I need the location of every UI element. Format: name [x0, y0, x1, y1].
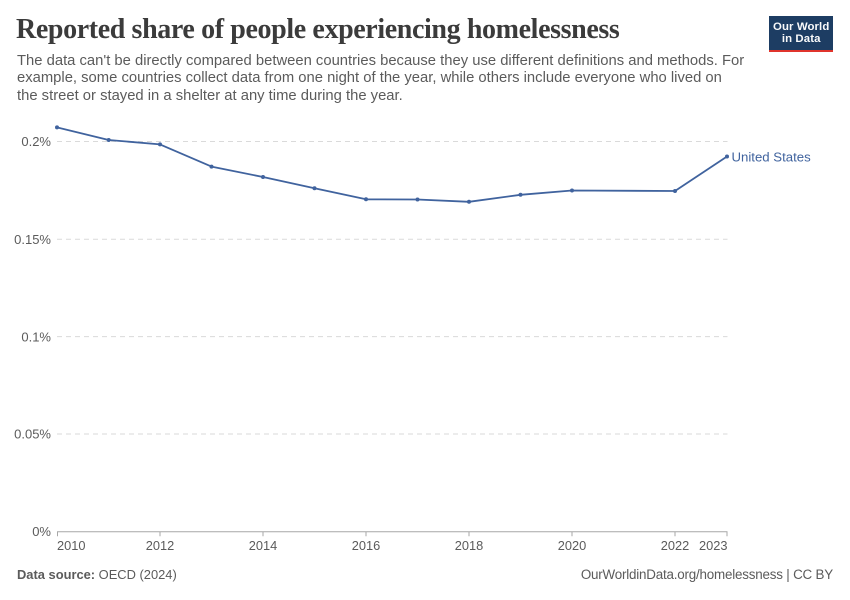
svg-text:2016: 2016: [352, 538, 380, 553]
svg-text:2014: 2014: [249, 538, 277, 553]
svg-text:0.05%: 0.05%: [14, 427, 51, 442]
svg-text:2023: 2023: [699, 538, 727, 553]
svg-text:2010: 2010: [57, 538, 85, 553]
svg-text:0.2%: 0.2%: [21, 134, 51, 149]
svg-text:2018: 2018: [455, 538, 483, 553]
svg-text:2020: 2020: [558, 538, 586, 553]
svg-text:2012: 2012: [146, 538, 174, 553]
svg-text:0%: 0%: [32, 524, 51, 539]
svg-text:0.15%: 0.15%: [14, 232, 51, 247]
svg-text:0.1%: 0.1%: [21, 329, 51, 344]
svg-text:United States: United States: [732, 150, 812, 165]
svg-text:2022: 2022: [661, 538, 689, 553]
